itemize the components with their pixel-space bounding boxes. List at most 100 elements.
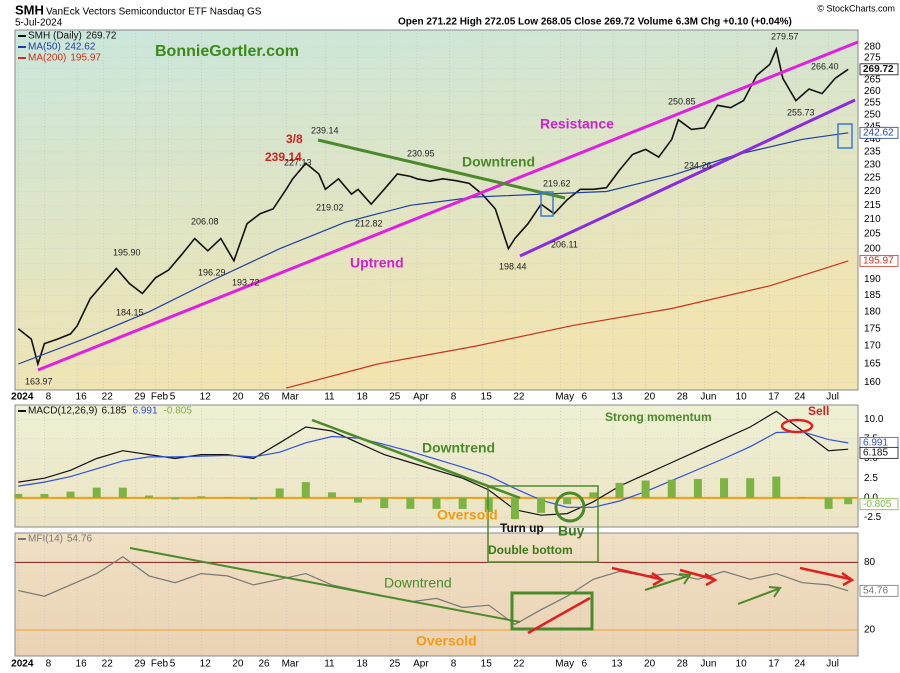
last-value-label: 269.72 [863, 64, 894, 75]
plot-layer: 2024 8 16 22 29 Feb 5 12 20 26 Mar 11 18 25 Apr 8 15 22 Ma… [11, 30, 899, 670]
y-tick-label: 190 [864, 274, 881, 285]
annotation: Strong momentum [605, 410, 712, 424]
price-label: 266.40 [811, 61, 839, 71]
histogram-bar [406, 497, 415, 509]
x-tick-label: 2024 [11, 659, 34, 670]
x-tick-label: 15 [481, 392, 493, 403]
legend-label: MACD(12,26,9) [28, 406, 97, 417]
histogram-bar [171, 497, 180, 500]
x-tick-label: 29 [134, 659, 146, 670]
legend-value: 54.76 [67, 534, 92, 545]
x-tick-label: 16 [76, 659, 88, 670]
source: © StockCharts.com [817, 3, 895, 13]
price-label: 227.13 [284, 157, 312, 167]
x-tick-label: 24 [794, 392, 806, 403]
histogram-bar [92, 487, 101, 498]
annotations: BonnieGortler.com 3/8 239.14 Downtrend U… [25, 31, 839, 648]
y-tick-label: 0.0 [864, 493, 878, 504]
x-tick-label: May [555, 659, 574, 670]
histogram-bar [484, 497, 493, 513]
y-tick-label: 10.0 [864, 414, 884, 425]
legend-label: MFI(14) [28, 534, 63, 545]
x-tick-label: Feb [151, 659, 169, 670]
x-tick-label: 26 [258, 659, 270, 670]
x-tick-label: 8 [46, 392, 52, 403]
channel-line [519, 98, 856, 258]
arrow [644, 573, 692, 591]
legend-label: MA(50) [28, 42, 61, 53]
annotation: Sell [808, 404, 829, 418]
price-label: 206.11 [551, 239, 578, 249]
last-value-label: -0.805 [863, 499, 892, 510]
x-tick-label: Mar [282, 392, 300, 403]
price-label: 255.73 [787, 107, 815, 117]
arrow [611, 566, 665, 587]
histogram-bar [144, 495, 153, 498]
histogram-bar [563, 497, 572, 505]
legend-value: 195.97 [70, 53, 101, 64]
histogram-bar [824, 497, 833, 509]
price-label: 230.95 [407, 148, 435, 158]
last-value-label: 6.185 [863, 447, 888, 458]
x-tick-label: 10 [736, 392, 748, 403]
histogram-bar [197, 496, 206, 498]
arrow [679, 568, 718, 587]
x-tick-label: 17 [768, 659, 780, 670]
histogram-bar [844, 497, 853, 505]
value-box [859, 63, 899, 76]
histogram-bar [380, 497, 389, 509]
x-tick-label: 12 [200, 392, 212, 403]
price-label: 239.14 [311, 125, 339, 135]
x-tick-label: Jul [826, 659, 839, 670]
price-label: 163.97 [25, 376, 53, 386]
y-tick-label: 235 [864, 147, 881, 158]
arrow [737, 586, 782, 605]
quote: Open 271.22 High 272.05 Low 268.05 Close… [398, 17, 792, 28]
last-value-label: 6.991 [863, 437, 888, 448]
annotation: Uptrend [350, 255, 404, 271]
annotation: Downtrend [422, 440, 495, 456]
y-tick-label: 175 [864, 323, 881, 334]
x-tick-label: 22 [102, 392, 114, 403]
legend-value: -0.805 [164, 406, 193, 417]
x-tick-label: 20 [232, 392, 244, 403]
annotation: Double bottom [488, 543, 573, 557]
histogram-bar [40, 493, 49, 498]
box [837, 123, 853, 149]
x-tick-label: 11 [324, 392, 335, 403]
x-tick-label: Apr [413, 392, 429, 403]
x-tick-label: 5 [170, 392, 176, 403]
annotation: Downtrend [462, 154, 535, 170]
uptrend-line [37, 40, 859, 372]
histogram-bar [118, 487, 127, 498]
histogram-bar [223, 497, 232, 498]
histogram-bar [615, 482, 624, 498]
x-tick-label: 6 [581, 392, 587, 403]
x-tick-label: Jul [826, 392, 839, 403]
price-label: 219.02 [316, 202, 344, 212]
x-tick-label: 13 [611, 392, 623, 403]
price-label: 234.26 [684, 160, 712, 170]
legend-value: 6.185 [101, 406, 126, 417]
annotation: Oversold [416, 633, 477, 649]
price-label: 212.82 [355, 218, 383, 228]
drawings [37, 40, 859, 635]
histogram-bar [746, 478, 755, 498]
histogram-bar [327, 492, 336, 498]
subtitle: VanEck Vectors Semiconductor ETF Nasdaq … [46, 7, 262, 18]
y-tick-label: -2.5 [864, 512, 882, 523]
x-tick-label: 28 [677, 659, 689, 670]
histogram-bar [510, 497, 519, 520]
series-line [18, 410, 849, 516]
last-value-label: 195.97 [863, 255, 894, 266]
x-tick-label: 6 [581, 659, 587, 670]
histogram-bar [537, 497, 546, 513]
price-label: 184.15 [116, 307, 144, 317]
x-tick-label: 5 [170, 659, 176, 670]
histogram-bar [589, 492, 598, 498]
downtrend-line [129, 547, 521, 623]
histogram-bar [354, 497, 363, 503]
annotation: Oversold [437, 507, 498, 523]
price-label: 250.85 [668, 96, 696, 106]
value-box [859, 254, 899, 267]
